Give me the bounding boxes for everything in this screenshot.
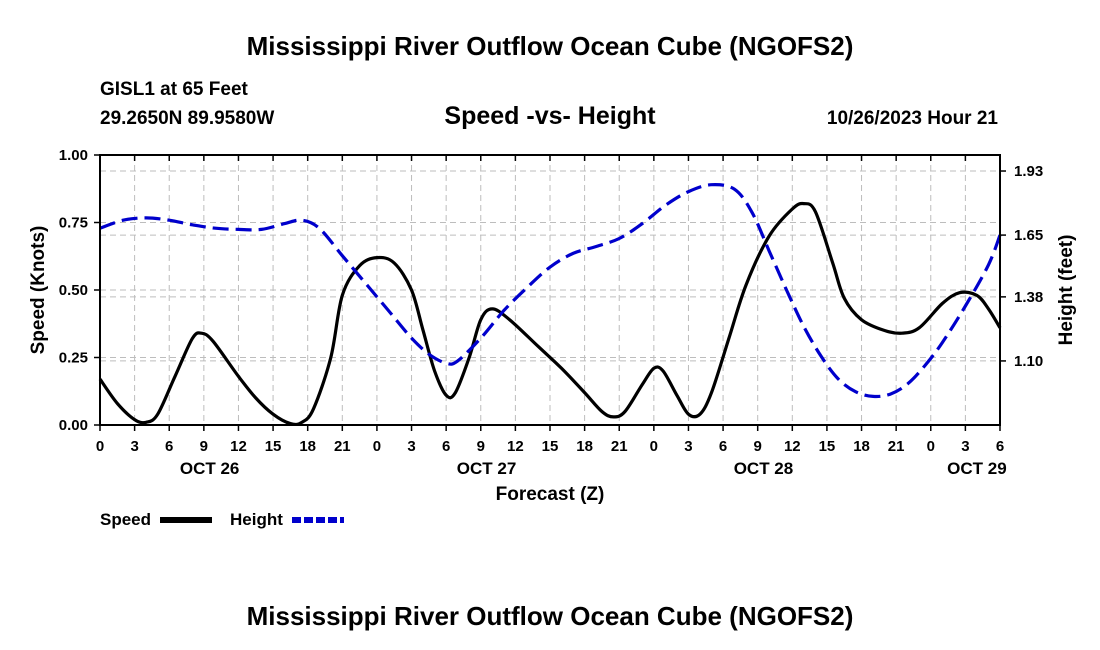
y-tick-label: 0.50 [59,282,88,299]
series-height-line [99,183,1002,399]
x-tick-label: 9 [200,438,208,455]
y2-tick-label: 1.93 [1014,163,1043,180]
legend-speed-label: Speed [100,510,151,529]
date-label: OCT 29 [947,459,1007,478]
x-tick-label: 18 [853,438,870,455]
x-tick-label: 18 [576,438,593,455]
x-tick-label: 0 [650,438,658,455]
x-tick-label: 0 [927,438,935,455]
date-label: OCT 26 [180,459,240,478]
station-label: GISL1 at 65 Feet [100,79,249,100]
x-tick-label: 6 [996,438,1004,455]
x-tick-label: 3 [407,438,415,455]
x-tick-label: 12 [230,438,247,455]
x-axis-label: Forecast (Z) [496,484,605,505]
x-tick-label: 21 [888,438,905,455]
x-tick-label: 9 [477,438,485,455]
location-label: 29.2650N 89.9580W [100,108,274,129]
y2-axis-label: Height (feet) [1056,235,1077,346]
x-tick-label: 21 [611,438,628,455]
y-tick-label: 1.00 [59,147,88,164]
timestamp-label: 10/26/2023 Hour 21 [827,108,999,129]
footer-title: Mississippi River Outflow Ocean Cube (NG… [247,601,854,631]
x-tick-label: 12 [507,438,524,455]
x-tick-label: 18 [299,438,316,455]
y-tick-label: 0.75 [59,215,88,232]
x-tick-label: 3 [961,438,969,455]
x-tick-label: 3 [130,438,138,455]
grid-lines [100,155,1000,425]
date-label: OCT 27 [457,459,517,478]
y-axis-label: Speed (Knots) [28,226,49,355]
x-tick-label: 21 [334,438,351,455]
x-tick-label: 6 [719,438,727,455]
x-tick-label: 6 [165,438,173,455]
y-tick-label: 0.00 [59,417,88,434]
y2-tick-label: 1.65 [1014,227,1043,244]
page-title: Mississippi River Outflow Ocean Cube (NG… [247,31,854,61]
legend: Speed Height [100,510,344,529]
x-tick-label: 15 [542,438,559,455]
date-label: OCT 28 [734,459,794,478]
legend-height-label: Height [230,510,283,529]
x-tick-label: 3 [684,438,692,455]
y-tick-label: 0.25 [59,350,88,367]
series-speed-line [98,201,1002,427]
x-tick-label: 12 [784,438,801,455]
x-tick-label: 15 [819,438,836,455]
x-tick-label: 6 [442,438,450,455]
chart-title: Speed -vs- Height [444,102,656,130]
x-tick-label: 9 [754,438,762,455]
y2-tick-label: 1.38 [1014,289,1043,306]
x-tick-label: 0 [373,438,381,455]
y2-tick-label: 1.10 [1014,353,1043,370]
data-series [98,183,1002,427]
axes: 0 3 6 9 12 15 18 21 0 3 6 9 12 15 18 21 0 3 6 9 12 15 18 21 0 3 6 0… [59,147,1043,478]
x-tick-label: 0 [96,438,104,455]
x-tick-label: 15 [265,438,282,455]
